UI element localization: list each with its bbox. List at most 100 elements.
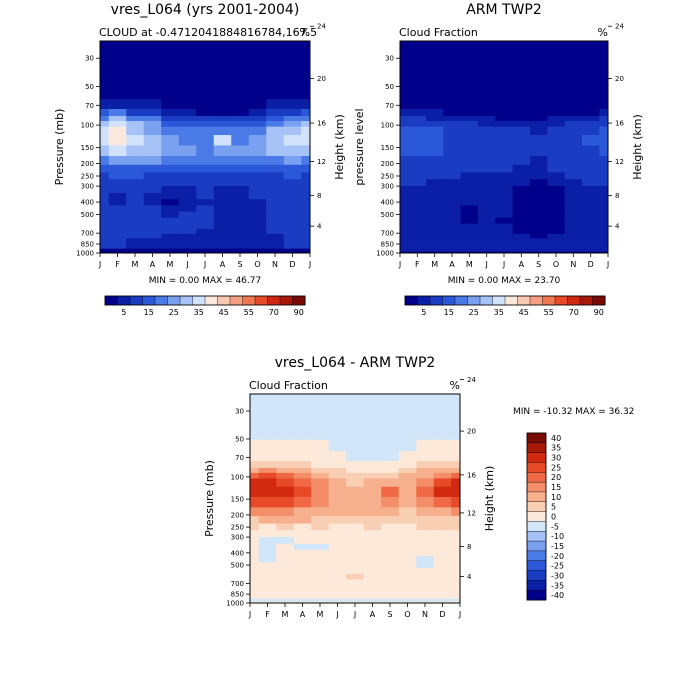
heatmap-cell xyxy=(426,223,444,230)
heatmap-cell xyxy=(512,87,531,100)
heatmap-cell xyxy=(564,99,583,110)
heatmap-cell xyxy=(381,451,400,462)
chart-right-label: % xyxy=(300,26,310,39)
heatmap-cell xyxy=(408,229,427,235)
heatmap-cell xyxy=(178,229,197,235)
heatmap-cell xyxy=(346,595,365,600)
heatmap-cell xyxy=(564,164,583,173)
colorbar-swatch xyxy=(442,295,456,306)
heatmap-cell xyxy=(398,523,417,531)
heatmap-cell xyxy=(250,461,260,469)
heatmap-cell xyxy=(451,439,461,452)
heatmap-cell xyxy=(460,251,479,254)
heatmap-cell xyxy=(161,192,180,200)
heatmap-cell xyxy=(346,467,365,474)
heatmap-cell xyxy=(301,155,311,166)
heatmap-cell xyxy=(126,135,145,146)
heatmap-cell xyxy=(381,439,400,452)
heatmap-cell xyxy=(108,87,127,100)
heatmap-cell xyxy=(426,126,444,136)
heatmap-cell xyxy=(564,155,583,166)
heatmap-cell xyxy=(283,41,302,47)
heatmap-cell xyxy=(161,217,180,225)
heatmap-cell xyxy=(346,530,365,538)
heatmap-cell xyxy=(400,54,410,63)
heatmap-cell xyxy=(248,245,267,250)
heatmap-cell xyxy=(416,472,435,479)
heatmap-cell xyxy=(100,155,110,166)
heatmap-cell xyxy=(478,41,496,47)
heatmap-cell xyxy=(108,238,127,243)
heatmap-cell xyxy=(293,543,312,551)
heatmap-cell xyxy=(400,229,410,235)
heatmap-cell xyxy=(143,172,162,180)
heatmap-cell xyxy=(400,242,410,246)
heatmap-cell xyxy=(108,135,127,146)
heatmap-cell xyxy=(126,238,145,243)
chart-left-label: Cloud Fraction xyxy=(249,379,328,392)
heatmap-cell xyxy=(301,199,311,206)
heatmap-cell xyxy=(460,205,479,212)
colorbar-label: -20 xyxy=(551,552,564,561)
min-max-stats: MIN = 0.00 MAX = 46.77 xyxy=(149,276,261,286)
heatmap-cell xyxy=(416,579,435,585)
heatmap-cell xyxy=(478,186,496,194)
heatmap-cell xyxy=(599,217,609,225)
heatmap-cell xyxy=(266,45,285,55)
heatmap-cell xyxy=(301,135,311,146)
heatmap-cell xyxy=(143,115,162,122)
heatmap-cell xyxy=(460,179,479,187)
heatmap-cell xyxy=(213,45,232,55)
heatmap-cell xyxy=(143,68,162,78)
heatmap-cell xyxy=(398,588,417,593)
heatmap-cell xyxy=(564,211,583,219)
heatmap-cell xyxy=(433,478,452,488)
heatmap-cell xyxy=(276,398,295,408)
heatmap-cell xyxy=(443,145,462,157)
heatmap-cell xyxy=(346,439,365,452)
colorbar-label: 10 xyxy=(551,493,561,502)
heatmap-cell xyxy=(258,523,277,531)
heatmap-cell xyxy=(100,199,110,206)
heatmap-cell xyxy=(231,245,250,250)
heatmap-cell xyxy=(346,429,365,441)
heatmap-cell xyxy=(161,199,180,206)
heatmap-cell xyxy=(266,41,285,47)
heatmap-cell xyxy=(400,135,410,146)
heatmap-cell xyxy=(478,233,496,239)
heatmap-cell xyxy=(248,223,267,230)
heatmap-cell xyxy=(213,87,232,100)
heatmap-cell xyxy=(582,245,600,250)
heatmap-cell xyxy=(276,496,295,508)
heatmap-cell xyxy=(530,238,548,243)
heatmap-cell xyxy=(258,568,277,575)
heatmap-cell xyxy=(126,251,145,254)
heatmap-cell xyxy=(143,223,162,230)
heatmap-cell xyxy=(564,121,583,128)
heatmap-cell xyxy=(346,486,365,498)
heatmap-cell xyxy=(178,211,197,219)
heatmap-cell xyxy=(381,516,400,524)
heatmap-cell xyxy=(478,61,496,69)
heatmap-cell xyxy=(564,248,583,252)
heatmap-cell xyxy=(126,223,145,230)
heatmap-cell xyxy=(196,251,215,254)
heatmap-cell xyxy=(108,126,127,136)
heatmap-cell xyxy=(196,164,215,173)
heatmap-cell xyxy=(478,135,496,146)
heatmap-cell xyxy=(301,99,311,110)
month-tick-label: A xyxy=(519,260,525,269)
heatmap-cell xyxy=(126,164,145,173)
heatmap-cell xyxy=(196,242,215,246)
heatmap-cell xyxy=(599,115,609,122)
heatmap-cell xyxy=(408,76,427,88)
heatmap-cell xyxy=(100,45,110,55)
heatmap-cell xyxy=(328,549,347,557)
heatmap-cell xyxy=(231,172,250,180)
heatmap-cell xyxy=(443,248,462,252)
heatmap-cell xyxy=(108,223,127,230)
heatmap-cell xyxy=(564,199,583,206)
heatmap-cell xyxy=(530,251,548,254)
colorbar-swatch xyxy=(526,491,547,503)
heatmap-cell xyxy=(416,543,435,551)
